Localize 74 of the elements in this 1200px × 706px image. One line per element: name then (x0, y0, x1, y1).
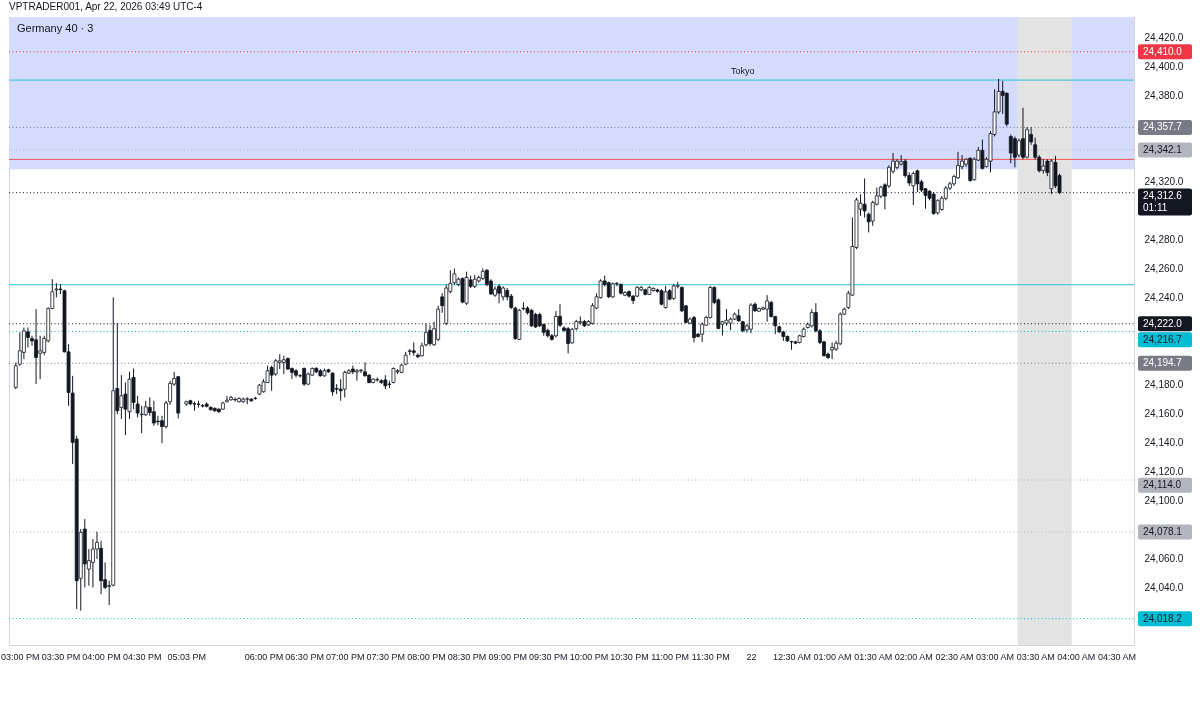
candlestick (1017, 138, 1021, 158)
x-tick-label: 11:30 PM (691, 651, 730, 662)
x-tick-label: 12:30 AM (772, 651, 812, 662)
x-tick-label: 08:00 PM (407, 651, 446, 662)
x-tick-label: 03:30 AM (1016, 651, 1055, 662)
x-tick-label: 08:30 PM (447, 651, 487, 662)
text: 01:11 (1143, 201, 1168, 213)
candlestick (1012, 136, 1017, 168)
y-tick-label: 24,380.0 (1144, 89, 1184, 101)
y-tick-label: 24,260.0 (1144, 263, 1184, 275)
x-tick-label: 01:30 AM (854, 651, 893, 662)
candlestick (342, 370, 347, 398)
x-tick-label: 05:03 PM (167, 651, 207, 662)
ref-line-label: 24,114.0 (1143, 479, 1182, 491)
ref-line-label: 24,194.7 (1143, 357, 1183, 369)
y-tick-label: 24,140.0 (1144, 436, 1184, 448)
candlestick (1021, 107, 1025, 160)
candlestick (355, 368, 359, 382)
y-tick-label: 24,120.0 (1144, 465, 1184, 477)
y-tick-label: 24,400.0 (1144, 60, 1184, 72)
ref-line-label: 24,078.1 (1143, 525, 1183, 537)
candlestick (968, 156, 973, 183)
ref-line-label: 24,216.7 (1143, 333, 1183, 345)
x-tick-label: 22 (746, 651, 757, 662)
x-tick-label: 09:30 PM (529, 651, 568, 662)
candlestick (497, 284, 501, 304)
x-tick-label: 04:30 AM (1097, 651, 1136, 662)
x-tick-label: 02:00 AM (894, 651, 933, 662)
annotation: Tokyo (731, 66, 755, 77)
candlestick (225, 395, 229, 403)
x-tick-label: 11:00 PM (651, 651, 690, 662)
x-tick-label: 06:00 PM (244, 651, 284, 662)
candlestick (38, 335, 43, 380)
ref-line-label: 24,222.0 (1143, 317, 1183, 329)
x-tick-label: 03:00 AM (976, 651, 1015, 662)
ref-line-label: 24,312.6 (1143, 189, 1183, 201)
candlestick (692, 315, 696, 343)
candlestick (119, 374, 124, 420)
candlestick (830, 341, 834, 360)
candlestick (330, 371, 335, 397)
candlestick (460, 276, 465, 304)
ref-line-label: 24,410.0 (1143, 45, 1183, 57)
ref-line-label: 24,018.2 (1143, 612, 1183, 624)
x-tick-label: 02:30 AM (935, 651, 974, 662)
x-tick-label: 01:00 AM (813, 651, 852, 662)
chart-title: Germany 40 · 3 (17, 22, 94, 34)
x-tick-label: 06:30 PM (285, 651, 324, 662)
y-tick-label: 24,420.0 (1144, 31, 1184, 43)
y-tick-label: 24,320.0 (1144, 176, 1184, 188)
ref-line-label: 24,342.1 (1143, 143, 1183, 155)
y-tick-label: 24,060.0 (1144, 552, 1184, 564)
x-tick-label: 07:00 PM (325, 651, 365, 662)
x-tick-label: 09:00 PM (488, 651, 527, 662)
x-tick-label: 10:30 PM (610, 651, 649, 662)
x-tick-label: 04:00 PM (82, 651, 121, 662)
x-tick-label: 04:00 AM (1057, 651, 1096, 662)
y-tick-label: 24,240.0 (1144, 292, 1184, 304)
y-tick-label: 24,180.0 (1144, 379, 1184, 391)
y-tick-label: 24,100.0 (1144, 494, 1184, 506)
x-tick-label: 10:00 PM (569, 651, 609, 662)
x-tick-label: 04:30 PM (122, 651, 162, 662)
y-tick-label: 24,040.0 (1144, 581, 1184, 593)
x-tick-label: 03:00 PM (1, 651, 40, 662)
candlestick (151, 400, 156, 427)
x-tick-label: 03:30 PM (41, 651, 81, 662)
candlestick (233, 396, 237, 403)
y-tick-label: 24,280.0 (1144, 234, 1184, 246)
candlestick (156, 415, 160, 426)
candlestick (139, 405, 144, 434)
ref-line-label: 24,357.7 (1143, 121, 1183, 133)
candlestick (1008, 134, 1013, 164)
y-tick-label: 24,160.0 (1144, 407, 1184, 419)
text: VPTRADER001, Apr 22, 2026 03:49 UTC-4 (9, 1, 203, 12)
x-tick-label: 07:30 PM (366, 651, 406, 662)
